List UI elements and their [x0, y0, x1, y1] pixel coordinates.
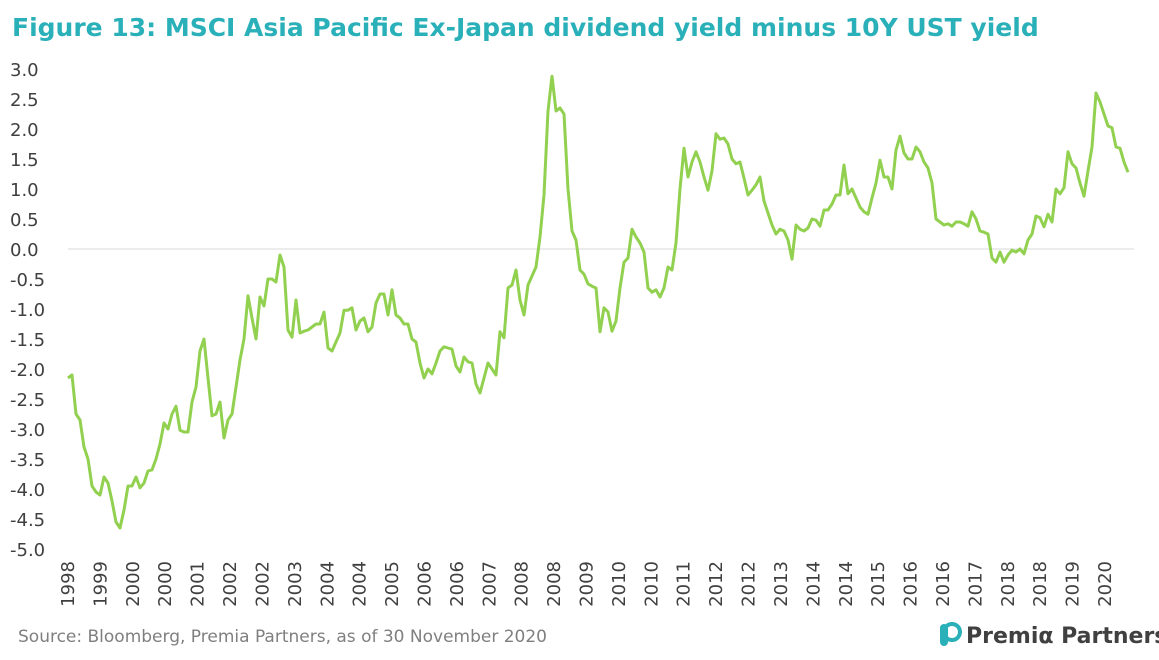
- x-tick-label: 2008: [544, 561, 565, 607]
- x-tick-label: 2018: [1030, 561, 1051, 607]
- x-tick-label: 2000: [123, 561, 144, 607]
- x-tick-label: 2014: [803, 561, 824, 607]
- x-tick-label: 2017: [965, 561, 986, 607]
- x-tick-label: 2007: [479, 561, 500, 607]
- x-tick-label: 2002: [220, 561, 241, 607]
- x-tick-label: 2008: [512, 561, 533, 607]
- x-tick-label: 2016: [933, 561, 954, 607]
- data-line: [67, 74, 1130, 530]
- y-tick-label: 1.5: [10, 150, 39, 171]
- x-tick-label: 2015: [868, 561, 889, 607]
- x-tick-label: 1998: [58, 561, 79, 607]
- y-tick-label: -4.0: [10, 480, 45, 501]
- y-tick-label: -1.5: [10, 330, 45, 351]
- x-tick-label: 2020: [1095, 561, 1116, 607]
- x-tick-label: 2016: [901, 561, 922, 607]
- x-tick-label: 1999: [90, 561, 111, 607]
- y-tick-label: 0.5: [10, 210, 39, 231]
- x-tick-label: 2006: [414, 561, 435, 607]
- y-tick-label: -5.0: [10, 540, 45, 561]
- x-tick-label: 2003: [285, 561, 306, 607]
- y-tick-label: 2.0: [10, 120, 39, 141]
- x-tick-label: 2019: [1063, 561, 1084, 607]
- y-tick-label: 2.5: [10, 90, 39, 111]
- x-tick-label: 2002: [252, 561, 273, 607]
- x-tick-label: 2010: [609, 561, 630, 607]
- x-tick-label: 2014: [836, 561, 857, 607]
- x-tick-label: 2004: [350, 561, 371, 607]
- x-tick-label: 2012: [739, 561, 760, 607]
- x-tick-label: 2011: [674, 561, 695, 607]
- x-tick-label: 2000: [155, 561, 176, 607]
- brand-name: Premiα Partners: [966, 624, 1159, 649]
- y-tick-label: -2.0: [10, 360, 45, 381]
- y-tick-label: 0.0: [10, 240, 39, 261]
- x-tick-label: 2018: [998, 561, 1019, 607]
- y-tick-label: -0.5: [10, 270, 45, 291]
- y-tick-label: 1.0: [10, 180, 39, 201]
- x-tick-label: 2004: [317, 561, 338, 607]
- x-tick-label: 2005: [382, 561, 403, 607]
- x-tick-label: 2010: [641, 561, 662, 607]
- x-tick-label: 2013: [771, 561, 792, 607]
- brand-logo: [940, 622, 962, 646]
- x-tick-label: 2012: [706, 561, 727, 607]
- chart-title: Figure 13: MSCI Asia Pacific Ex-Japan di…: [12, 13, 1039, 42]
- x-tick-label: 2006: [447, 561, 468, 607]
- y-tick-label: -4.5: [10, 510, 45, 531]
- y-tick-label: -2.5: [10, 390, 45, 411]
- y-tick-label: -3.0: [10, 420, 45, 441]
- y-tick-label: -3.5: [10, 450, 45, 471]
- x-tick-label: 2009: [577, 561, 598, 607]
- source-note: Source: Bloomberg, Premia Partners, as o…: [18, 627, 547, 647]
- y-tick-label: 3.0: [10, 60, 39, 81]
- x-tick-label: 2001: [188, 561, 209, 607]
- y-tick-label: -1.0: [10, 300, 45, 321]
